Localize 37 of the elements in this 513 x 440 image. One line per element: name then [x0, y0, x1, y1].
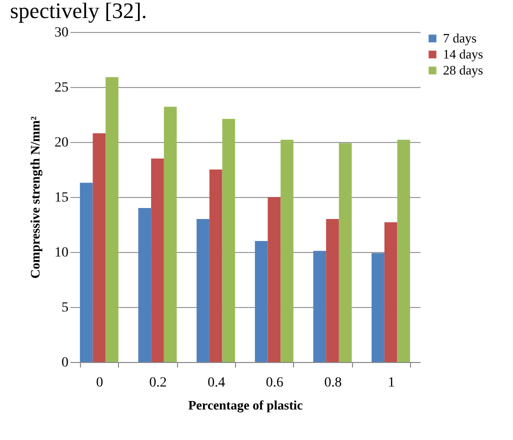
bar	[372, 253, 384, 362]
x-tick-label: 1	[388, 376, 395, 390]
x-tick-label: 0.4	[208, 376, 226, 390]
bar	[397, 140, 410, 362]
bar	[222, 118, 236, 362]
bar	[313, 250, 326, 362]
legend-label: 7 days	[443, 30, 477, 46]
bar	[268, 197, 281, 362]
bar	[138, 208, 152, 362]
x-tick-label: 0	[96, 376, 104, 390]
y-tick-label: 10	[54, 246, 68, 260]
bar	[80, 182, 93, 362]
bar	[326, 219, 339, 362]
y-tick-label: 5	[62, 300, 68, 316]
y-tick-label: 25	[54, 80, 68, 96]
y-tick-label: 30	[54, 26, 68, 40]
y-tick-label: 15	[54, 190, 68, 206]
x-axis-title: Percentage of plastic	[188, 398, 304, 412]
bar	[151, 158, 164, 362]
x-tick-label: 0.8	[324, 376, 342, 390]
y-axis-title: Compressive strength N/mm²	[28, 116, 42, 279]
legend-label: 14 days	[443, 46, 484, 62]
bar	[196, 219, 210, 362]
y-tick-label: 20	[54, 136, 68, 150]
bar	[338, 143, 352, 362]
y-tick-label: 0	[62, 356, 68, 370]
bar	[92, 133, 106, 362]
x-tick-label: 0.2	[149, 376, 167, 390]
bar	[209, 170, 222, 362]
bar	[384, 222, 398, 362]
bar	[106, 77, 118, 362]
text: spectively [32].	[10, 0, 147, 23]
bar	[254, 241, 268, 362]
bar	[164, 106, 177, 362]
legend-label: 28 days	[443, 62, 484, 78]
x-tick-label: 0.6	[266, 376, 284, 390]
bar	[280, 140, 294, 362]
